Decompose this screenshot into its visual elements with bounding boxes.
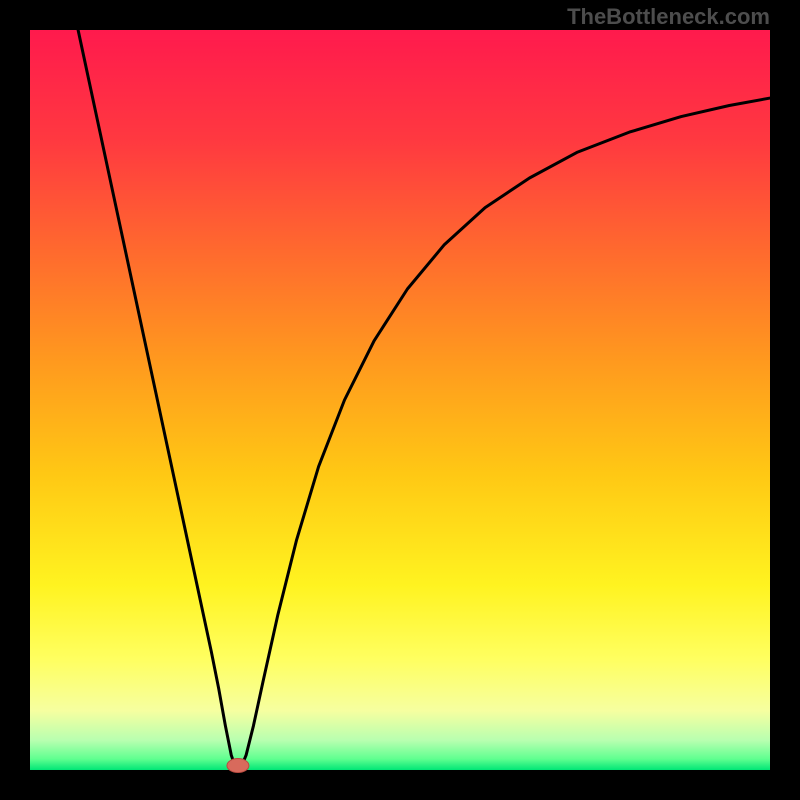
chart-svg — [0, 0, 800, 800]
chart-container: TheBottleneck.com — [0, 0, 800, 800]
optimal-marker — [227, 759, 249, 773]
plot-gradient — [30, 30, 770, 770]
